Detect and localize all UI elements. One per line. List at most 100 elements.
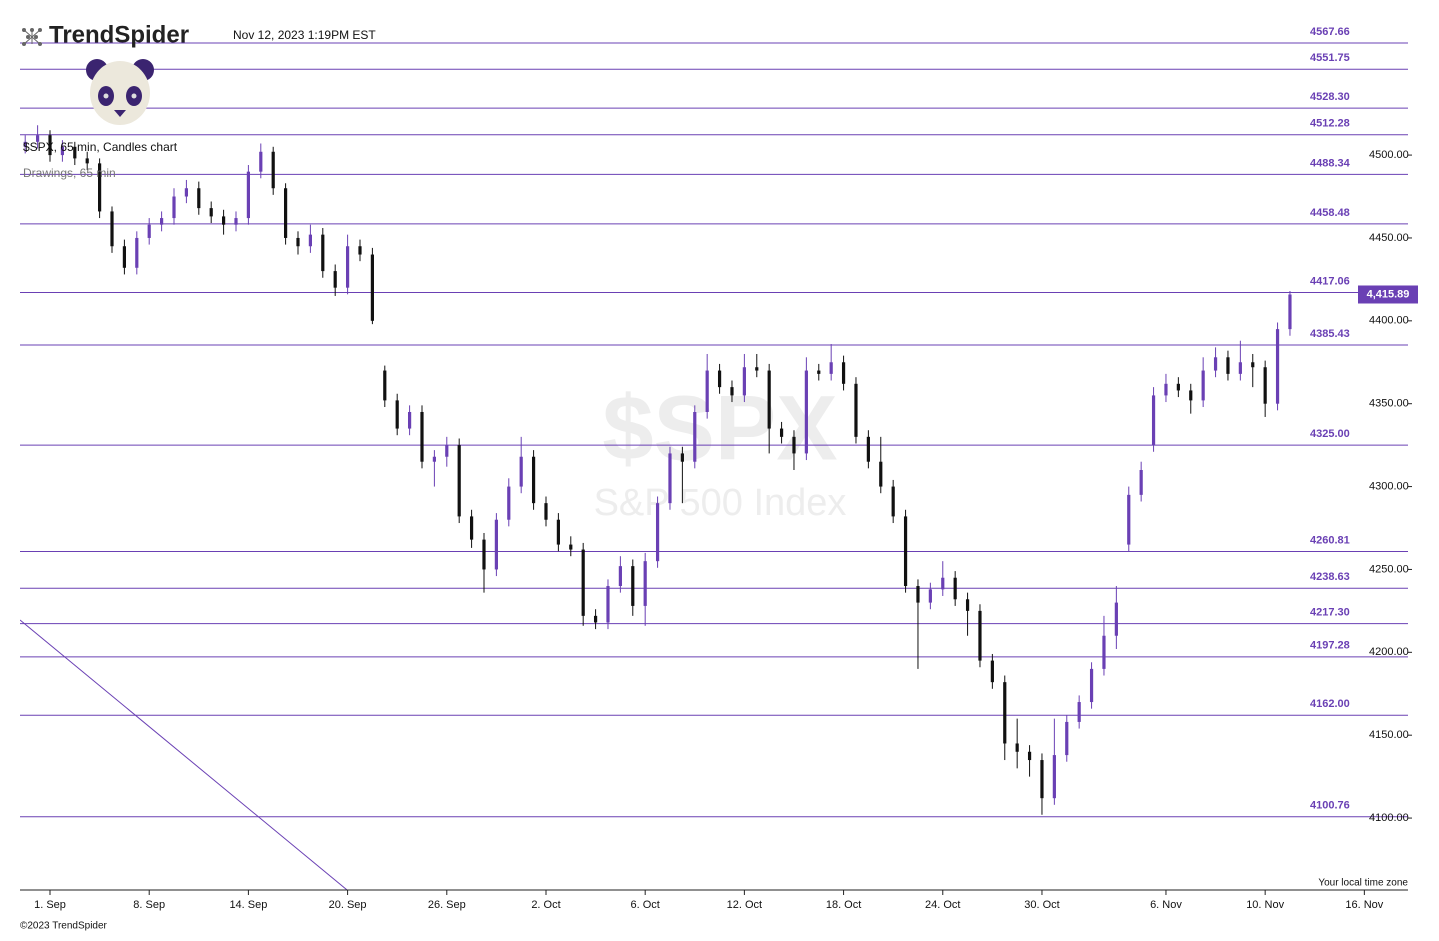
y-tick-label: 4450.00 xyxy=(1369,232,1409,244)
x-tick-label: 24. Oct xyxy=(925,899,960,911)
candle-body xyxy=(544,503,548,520)
candle-body xyxy=(903,516,908,587)
timezone-note: Your local time zone xyxy=(1318,878,1408,889)
candle-body xyxy=(655,503,660,562)
candle-body xyxy=(1040,760,1044,799)
candle-body xyxy=(519,456,523,487)
candle-body xyxy=(978,610,982,661)
watermark-symbol: $SPX xyxy=(602,377,837,479)
candle-body xyxy=(457,445,461,517)
candle-body xyxy=(531,456,536,504)
candle-body xyxy=(556,519,560,545)
candle-body xyxy=(407,411,412,429)
candle-body xyxy=(829,362,833,374)
candle-body xyxy=(234,218,238,225)
y-tick-label: 4300.00 xyxy=(1369,480,1409,492)
y-tick-label: 4500.00 xyxy=(1369,149,1409,161)
candle-body xyxy=(668,453,672,504)
level-label: 4100.76 xyxy=(1310,800,1350,812)
x-tick-label: 8. Sep xyxy=(133,899,165,911)
candle-body xyxy=(879,461,883,487)
candle-body xyxy=(321,234,325,272)
copyright: ©2023 TrendSpider xyxy=(20,921,108,932)
candle-body xyxy=(1189,390,1193,401)
candle-body xyxy=(197,188,201,209)
candle-body xyxy=(1003,682,1007,744)
candle-body xyxy=(643,561,647,606)
candle-body xyxy=(569,544,573,550)
candle-body xyxy=(23,141,27,147)
candle-body xyxy=(246,171,250,219)
y-tick-label: 4100.00 xyxy=(1369,812,1409,824)
candles xyxy=(20,125,1292,890)
candle-body xyxy=(370,254,374,321)
level-label: 4528.30 xyxy=(1310,91,1350,103)
candle-body xyxy=(779,428,784,437)
level-label: 4197.28 xyxy=(1310,640,1350,652)
candle-body xyxy=(581,549,585,616)
level-label: 4162.00 xyxy=(1310,698,1350,710)
candle-body xyxy=(445,445,449,457)
axes: 4100.00 4150.00 4200.00 4250.00 4300.00 4350.… xyxy=(20,149,1418,911)
level-label: 4458.48 xyxy=(1310,207,1350,219)
panda-avatar xyxy=(86,59,154,125)
candle-body xyxy=(1213,357,1218,371)
candle-body xyxy=(854,383,858,437)
candle-body xyxy=(60,146,65,156)
candle-body xyxy=(1251,362,1255,368)
trend-line xyxy=(20,619,348,890)
candle-body xyxy=(420,411,424,462)
y-tick-label: 4250.00 xyxy=(1369,563,1409,575)
candle-body xyxy=(767,370,771,429)
candle-body xyxy=(110,211,114,247)
y-tick-label: 4350.00 xyxy=(1369,398,1409,410)
candle-body xyxy=(965,599,970,611)
y-tick-label: 4400.00 xyxy=(1369,315,1409,327)
candle-body xyxy=(1201,370,1205,401)
level-label: 4488.34 xyxy=(1310,157,1351,169)
candle-body xyxy=(122,246,127,268)
x-tick-label: 1. Sep xyxy=(34,899,66,911)
subtitle: $SPX, 65 min, Candles chart xyxy=(23,140,178,154)
candle-body xyxy=(1151,395,1156,446)
level-label: 4512.28 xyxy=(1310,118,1350,130)
candle-body xyxy=(990,660,994,683)
candle-body xyxy=(693,411,697,462)
x-tick-label: 2. Oct xyxy=(531,899,560,911)
candle-body xyxy=(1226,357,1230,374)
levels: 4567.66 4551.75 4528.30 4512.28 4488.34 4458.… xyxy=(20,26,1408,818)
candle-body xyxy=(358,246,362,255)
candle-body xyxy=(283,188,288,238)
logo: TrendSpider xyxy=(49,21,189,48)
candle-body xyxy=(717,370,722,388)
candle-body xyxy=(259,151,263,172)
candle-body xyxy=(817,370,821,374)
x-tick-label: 14. Sep xyxy=(229,899,267,911)
x-tick-label: 26. Sep xyxy=(428,899,466,911)
level-label: 4417.06 xyxy=(1310,275,1350,287)
candle-body xyxy=(507,486,511,520)
candle-body xyxy=(147,224,151,238)
x-tick-label: 16. Nov xyxy=(1345,899,1383,911)
candle-body xyxy=(36,135,40,142)
candle-body xyxy=(221,216,226,225)
level-label: 4567.66 xyxy=(1310,26,1350,38)
candle-body xyxy=(953,577,957,600)
candle-body xyxy=(296,237,300,247)
candle-body xyxy=(85,158,89,164)
candle-body xyxy=(160,218,164,225)
candle-body xyxy=(184,188,189,197)
candle-body xyxy=(1065,721,1069,756)
drawings-label: Drawings, 65 min xyxy=(23,166,116,180)
candle-body xyxy=(1077,702,1081,722)
candle-body xyxy=(383,370,387,401)
level-label: 4551.75 xyxy=(1310,52,1350,64)
candle-body xyxy=(1052,755,1056,799)
candle-body xyxy=(73,146,77,159)
candle-body xyxy=(705,370,709,412)
candle-body xyxy=(941,577,945,590)
y-tick-label: 4200.00 xyxy=(1369,646,1409,658)
watermark: $SPX S&P 500 Index xyxy=(594,377,847,524)
candle-body xyxy=(494,519,498,570)
candle-body xyxy=(432,456,436,462)
